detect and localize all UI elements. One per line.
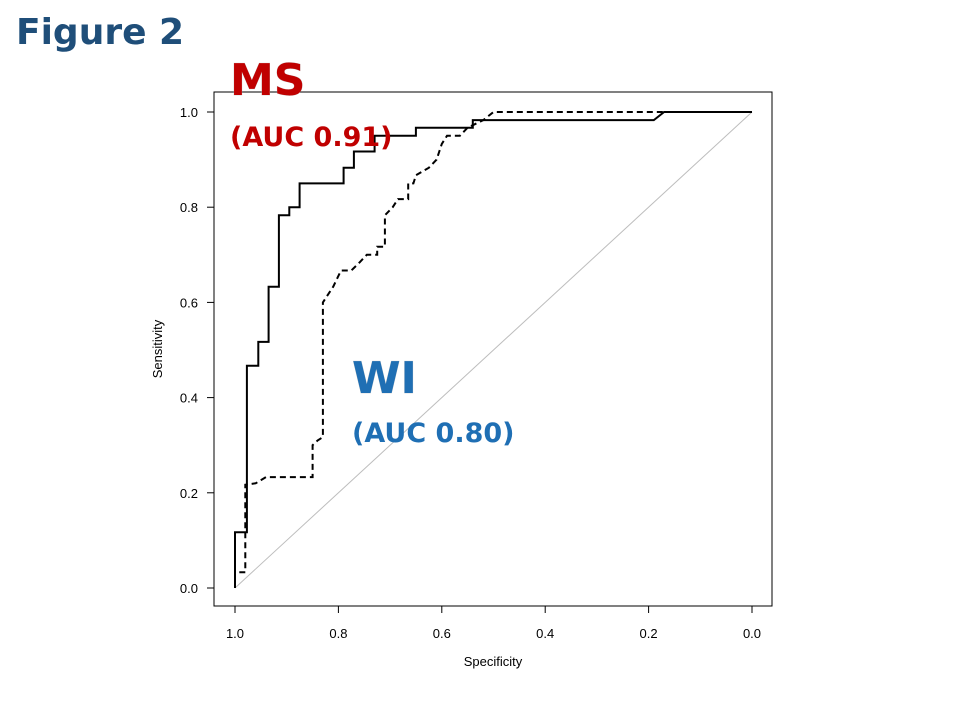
- x-tick-label: 0.0: [743, 626, 761, 641]
- x-tick-label: 0.4: [536, 626, 554, 641]
- chance-diagonal: [234, 111, 753, 589]
- roc-curve-solid: [234, 111, 752, 588]
- x-tick-label: 1.0: [226, 626, 244, 641]
- x-tick-label: 0.2: [640, 626, 658, 641]
- plot-frame: [213, 91, 773, 607]
- ms-annotation-name: MS: [230, 55, 305, 106]
- x-axis: 1.0 0.8 0.6 0.4 0.2 0.0: [226, 605, 761, 641]
- y-tick-label: 0.4: [180, 391, 198, 406]
- roc-curves: [234, 111, 752, 588]
- y-axis: 0.0 0.2 0.4 0.6 0.8 1.0: [180, 105, 215, 596]
- wi-annotation-auc: (AUC 0.80): [352, 418, 515, 449]
- y-tick-label: 0.2: [180, 486, 198, 501]
- x-tick-label: 0.8: [329, 626, 347, 641]
- y-tick-label: 0.8: [180, 200, 198, 215]
- x-tick-label: 0.6: [433, 626, 451, 641]
- y-tick-label: 0.6: [180, 295, 198, 310]
- ms-annotation-auc: (AUC 0.91): [230, 122, 393, 153]
- wi-annotation-name: WI: [352, 353, 417, 404]
- y-axis-label: Sensitivity: [150, 319, 165, 378]
- y-tick-label: 0.0: [180, 581, 198, 596]
- figure-title: Figure 2: [16, 12, 185, 53]
- x-axis-label: Specificity: [464, 654, 523, 669]
- roc-curve-dashed: [234, 111, 752, 588]
- y-tick-label: 1.0: [180, 105, 198, 120]
